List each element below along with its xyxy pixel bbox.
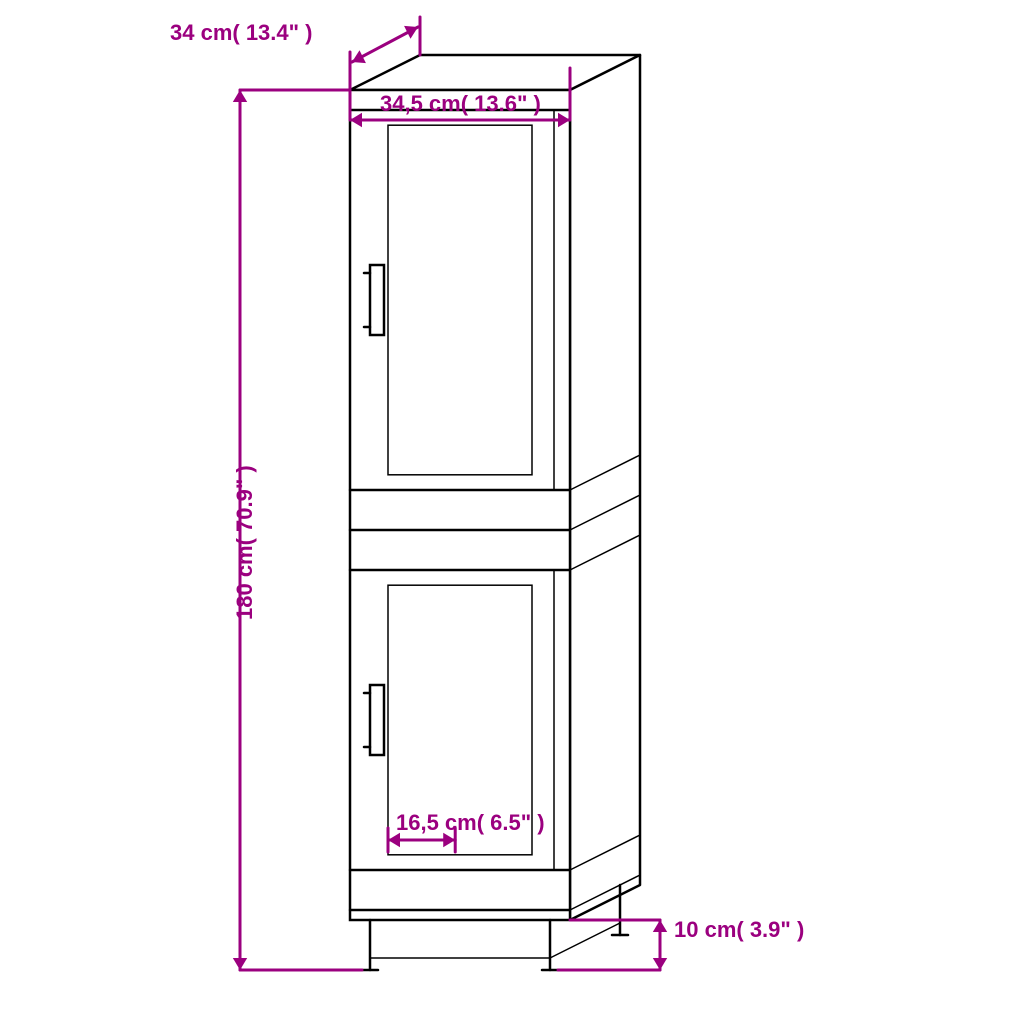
dim-height-label: 180 cm( 70.9" ) [232, 465, 258, 620]
dim-legh-label: 10 cm( 3.9" ) [674, 917, 804, 943]
dim-depth-label: 34 cm( 13.4" ) [170, 20, 313, 46]
dim-width-label: 34,5 cm( 13.6" ) [380, 91, 541, 117]
dimension-diagram [0, 0, 1024, 1024]
dim-doorw-label: 16,5 cm( 6.5" ) [396, 810, 545, 836]
